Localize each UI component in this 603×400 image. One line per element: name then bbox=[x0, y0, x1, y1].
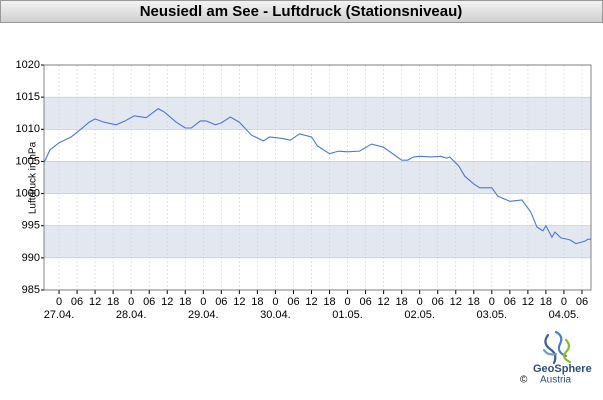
plot-band bbox=[44, 225, 591, 258]
x-tick-label: 12 bbox=[450, 296, 462, 308]
plot-band bbox=[44, 257, 591, 290]
x-tick-label: 06 bbox=[359, 296, 371, 308]
logo-swirl bbox=[554, 330, 568, 358]
x-tick-label: 12 bbox=[377, 296, 389, 308]
x-tick-label: 12 bbox=[305, 296, 317, 308]
x-tick-label: 0 bbox=[344, 296, 350, 308]
chart-title: Neusiedl am See - Luftdruck (Stationsniv… bbox=[140, 3, 463, 20]
logo-swirl bbox=[544, 333, 557, 365]
y-tick-label: 990 bbox=[22, 252, 40, 264]
logo-swirl bbox=[542, 348, 558, 356]
date-label: 02.05. bbox=[404, 309, 435, 321]
x-tick-label: 0 bbox=[417, 296, 423, 308]
x-tick-label: 18 bbox=[396, 296, 408, 308]
x-tick-label: 06 bbox=[215, 296, 227, 308]
logo-name: GeoSphere bbox=[533, 363, 592, 375]
y-tick-label: 1000 bbox=[16, 187, 40, 199]
x-tick-label: 12 bbox=[522, 296, 534, 308]
date-label: 30.04. bbox=[260, 309, 291, 321]
x-tick-label: 06 bbox=[432, 296, 444, 308]
plot-bands bbox=[44, 65, 591, 290]
y-tick-label: 995 bbox=[22, 220, 40, 232]
x-tick-label: 0 bbox=[561, 296, 567, 308]
copyright: © bbox=[520, 375, 528, 386]
x-tick-label: 0 bbox=[272, 296, 278, 308]
logo-sub: Austria bbox=[540, 375, 572, 386]
date-label: 29.04. bbox=[188, 309, 219, 321]
y-tick-label: 1020 bbox=[16, 59, 40, 71]
x-tick-label: 0 bbox=[128, 296, 134, 308]
date-label: 03.05. bbox=[477, 309, 508, 321]
y-tick-label: 1005 bbox=[16, 155, 40, 167]
y-axis-label: Luftdruck in hPa bbox=[28, 141, 39, 214]
date-label: 04.05. bbox=[549, 309, 580, 321]
plot-frame bbox=[43, 64, 592, 291]
x-tick-label: 0 bbox=[56, 296, 62, 308]
x-tick-label: 18 bbox=[107, 296, 119, 308]
date-label: 28.04. bbox=[116, 309, 147, 321]
x-tick-label: 06 bbox=[576, 296, 588, 308]
x-tick-label: 12 bbox=[233, 296, 245, 308]
plot-band bbox=[44, 65, 591, 98]
x-tick-label: 18 bbox=[179, 296, 191, 308]
x-tick-label: 18 bbox=[323, 296, 335, 308]
x-tick-label: 0 bbox=[489, 296, 495, 308]
data-line bbox=[43, 108, 591, 245]
y-tick-label: 1010 bbox=[16, 123, 40, 135]
x-tick-label: 18 bbox=[251, 296, 263, 308]
plot-band bbox=[44, 161, 591, 194]
x-tick-label: 06 bbox=[143, 296, 155, 308]
plot-band bbox=[44, 97, 591, 130]
x-tick-label: 06 bbox=[287, 296, 299, 308]
date-label: 27.04. bbox=[44, 309, 75, 321]
plot-band bbox=[44, 193, 591, 226]
date-label: 01.05. bbox=[332, 309, 363, 321]
x-tick-label: 0 bbox=[200, 296, 206, 308]
logo-swirl bbox=[563, 338, 572, 364]
y-tick-label: 1015 bbox=[16, 91, 40, 103]
x-tick-label: 06 bbox=[504, 296, 516, 308]
x-tick-label: 06 bbox=[71, 296, 83, 308]
x-tick-label: 18 bbox=[468, 296, 480, 308]
x-tick-label: 12 bbox=[161, 296, 173, 308]
y-tick-label: 985 bbox=[22, 284, 40, 296]
x-tick-label: 18 bbox=[540, 296, 552, 308]
logo-icon bbox=[542, 330, 572, 365]
x-tick-label: 12 bbox=[89, 296, 101, 308]
